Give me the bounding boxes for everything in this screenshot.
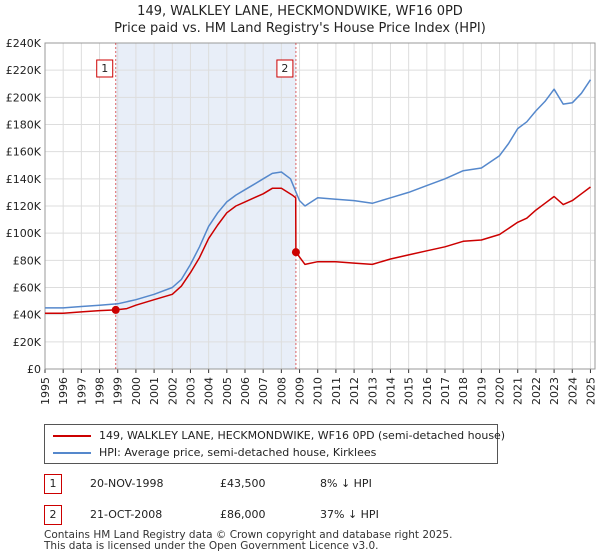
x-tick-label: 2012 — [348, 377, 361, 405]
x-tick-label: 2010 — [312, 377, 325, 405]
legend: 149, WALKLEY LANE, HECKMONDWIKE, WF16 0P… — [44, 424, 505, 464]
sale-number-badge: 2 — [44, 505, 62, 525]
x-tick-label: 2025 — [584, 377, 597, 405]
sale-date: 21-OCT-2008 — [90, 508, 163, 521]
y-tick-label: £80K — [13, 254, 42, 267]
x-tick-label: 1995 — [39, 377, 52, 405]
sale-hpi-diff: 37% ↓ HPI — [320, 508, 379, 521]
sale-price: £43,500 — [220, 477, 266, 490]
x-tick-label: 2022 — [530, 377, 543, 405]
x-tick-label: 2008 — [275, 377, 288, 405]
x-tick-label: 2020 — [494, 377, 507, 405]
x-tick-label: 2005 — [221, 377, 234, 405]
y-tick-label: £40K — [13, 309, 42, 322]
x-tick-label: 2014 — [384, 377, 397, 405]
footer-copyright: Contains HM Land Registry data © Crown c… — [44, 529, 453, 541]
sale-label: 1 — [101, 62, 108, 75]
x-tick-label: 2024 — [566, 377, 579, 405]
table-row: 1 20-NOV-1998 £43,500 8% ↓ HPI — [44, 474, 544, 496]
price-paid-line — [45, 186, 591, 315]
sale-point — [111, 305, 120, 314]
legend-swatch-hpi — [53, 452, 91, 454]
chart-title: 149, WALKLEY LANE, HECKMONDWIKE, WF16 0P… — [137, 4, 463, 19]
legend-swatch-price — [53, 435, 91, 437]
x-tick-label: 1998 — [94, 377, 107, 405]
x-tick-label: 2016 — [421, 377, 434, 405]
chart-subtitle: Price paid vs. HM Land Registry's House … — [114, 21, 486, 36]
y-tick-label: £160K — [6, 146, 42, 159]
y-tick-label: £100K — [6, 227, 42, 240]
plot-frame — [44, 42, 596, 370]
x-tick-label: 2019 — [475, 377, 488, 405]
x-tick-label: 2002 — [166, 377, 179, 405]
sale-label-box — [96, 59, 114, 78]
x-tick-label: 2004 — [203, 377, 216, 405]
sale-price: £86,000 — [220, 508, 266, 521]
sale-date: 20-NOV-1998 — [90, 477, 164, 490]
table-row: 2 21-OCT-2008 £86,000 37% ↓ HPI — [44, 505, 544, 527]
x-tick-label: 2018 — [457, 377, 470, 405]
y-tick-label: £0 — [27, 363, 41, 376]
legend-label-hpi: HPI: Average price, semi-detached house,… — [99, 446, 377, 459]
x-tick-label: 1997 — [75, 377, 88, 405]
x-tick-label: 2023 — [548, 377, 561, 405]
x-tick-label: 2007 — [257, 377, 270, 405]
y-tick-label: £120K — [6, 200, 42, 213]
sale-number-badge: 1 — [44, 474, 62, 494]
sale-label: 2 — [281, 62, 288, 75]
y-tick-label: £180K — [6, 119, 42, 132]
y-tick-label: £220K — [6, 64, 42, 77]
y-tick-label: £240K — [6, 37, 42, 50]
x-tick-label: 2009 — [294, 377, 307, 405]
x-tick-label: 2017 — [439, 377, 452, 405]
y-tick-label: £140K — [6, 173, 42, 186]
sale-point — [291, 248, 300, 257]
y-tick-label: £200K — [6, 91, 42, 104]
sale-label-box — [276, 59, 294, 78]
x-tick-label: 2011 — [330, 377, 343, 405]
y-tick-label: £20K — [13, 336, 42, 349]
y-tick-label: £60K — [13, 282, 42, 295]
footer: Contains HM Land Registry data © Crown c… — [44, 530, 452, 552]
x-tick-label: 1996 — [57, 377, 70, 405]
hpi-line — [45, 79, 592, 309]
legend-label-price: 149, WALKLEY LANE, HECKMONDWIKE, WF16 0P… — [99, 429, 506, 442]
x-tick-label: 2021 — [512, 377, 525, 405]
chart-area: £0 £20K £40K £60K £80K £100K £120K £140K £160K £1… — [6, 37, 598, 405]
x-tick-label: 1999 — [112, 377, 125, 405]
x-tick-label: 2006 — [239, 377, 252, 405]
x-tick-label: 2013 — [366, 377, 379, 405]
sale-hpi-diff: 8% ↓ HPI — [320, 477, 372, 490]
x-tick-label: 2000 — [130, 377, 143, 405]
x-tick-label: 2001 — [148, 377, 161, 405]
footer-licence: This data is licensed under the Open Gov… — [44, 540, 379, 552]
x-tick-label: 2015 — [403, 377, 416, 405]
x-tick-label: 2003 — [184, 377, 197, 405]
